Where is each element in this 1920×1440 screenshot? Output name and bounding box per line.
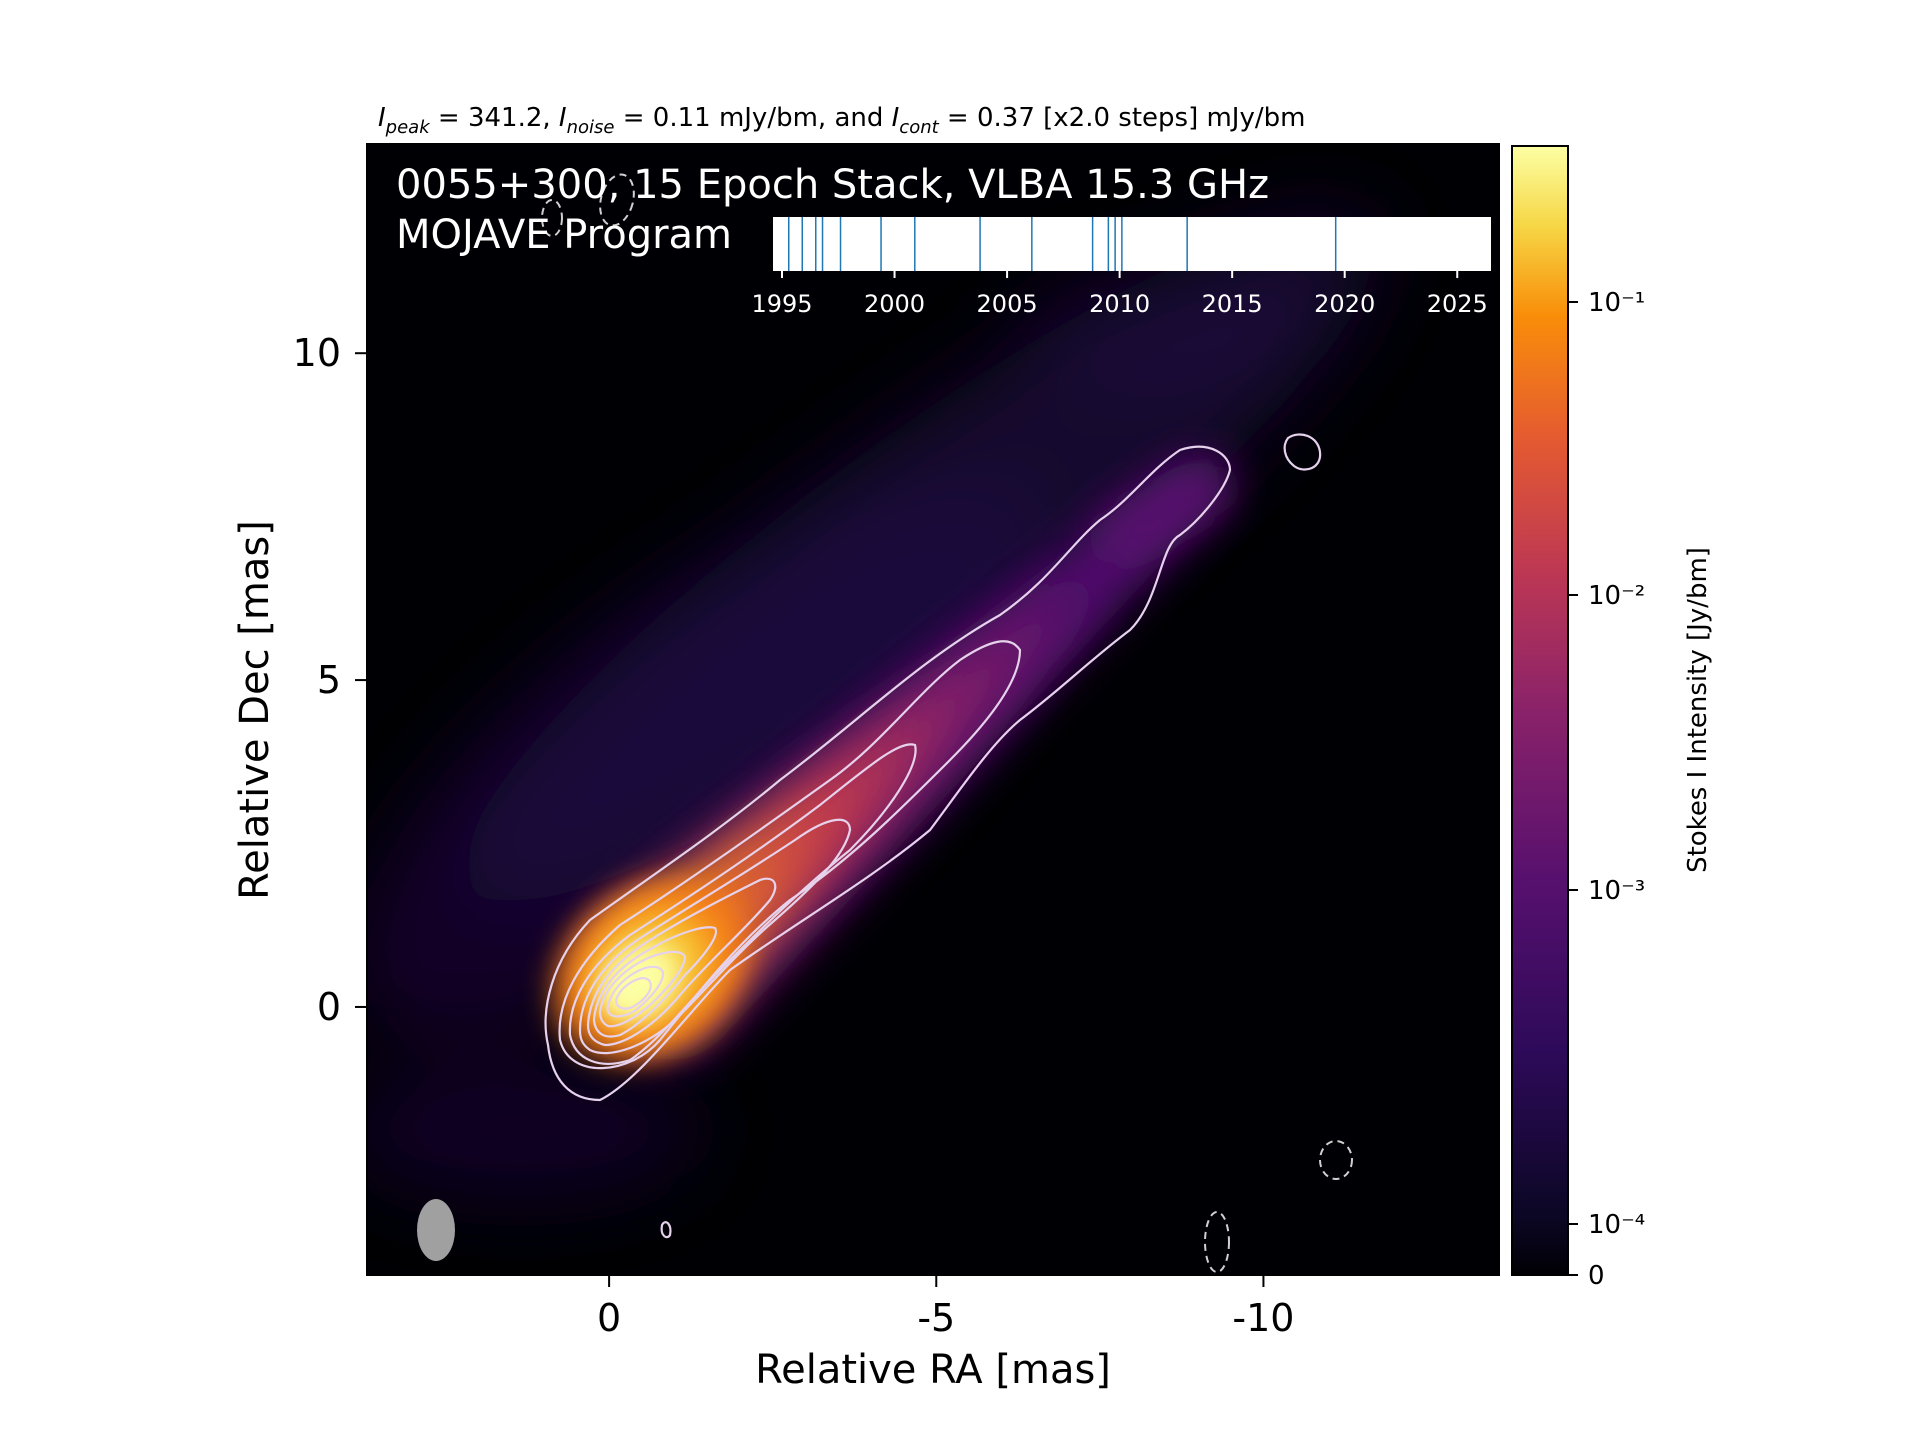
epoch-tick-label: 2015 [1202, 290, 1263, 318]
colorbar-tick-label: 10⁻² [1588, 581, 1645, 611]
plot-frame [366, 143, 1500, 1276]
colorbar-tick-label: 10⁻³ [1588, 876, 1645, 906]
map-subtitle: MOJAVE Program [396, 212, 732, 258]
epoch-tick-label: 1995 [751, 290, 812, 318]
y-tick-label: 10 [293, 331, 341, 375]
contour-level-5 [586, 877, 777, 1047]
colorbar-tick-label: 10⁻¹ [1588, 288, 1645, 318]
epoch-timeline: 1995 2000 2005 2010 2015 2020 2025 [751, 217, 1491, 318]
map-title: 0055+300, 15 Epoch Stack, VLBA 15.3 GHz [396, 162, 1269, 208]
negative-contours [541, 173, 1353, 1273]
epoch-tick-label: 2020 [1314, 290, 1375, 318]
colorbar-tick-label: 0 [1588, 1261, 1605, 1291]
beam-ellipse [417, 1199, 455, 1261]
contour-level-8 [606, 965, 665, 1018]
x-tick-label: -10 [1232, 1296, 1294, 1340]
colorbar-gradient [1511, 145, 1569, 1276]
x-tick-label: -5 [917, 1296, 955, 1340]
colorbar: 0 10⁻⁴ 10⁻³ 10⁻² 10⁻¹ Stokes I Intensity [Jy… [1511, 145, 1713, 1291]
x-axis-ticks: 0 -5 -10 [597, 1275, 1294, 1340]
y-axis-ticks: 0 5 10 [293, 331, 367, 1029]
colorbar-tick-label: 10⁻⁴ [1588, 1210, 1645, 1240]
contour-island-small [660, 1221, 672, 1239]
colorbar-label: Stokes I Intensity [Jy/bm] [1683, 547, 1713, 873]
contour-level-4 [578, 818, 852, 1055]
x-axis-label: Relative RA [mas] [755, 1347, 1111, 1393]
contour-level-1 [544, 445, 1232, 1102]
epoch-ticks: 1995 2000 2005 2010 2015 2020 2025 [751, 271, 1488, 318]
y-axis-label: Relative Dec [mas] [232, 520, 278, 900]
contour-level-7 [598, 950, 687, 1028]
contour-level-9 [614, 976, 652, 1010]
y-tick-label: 0 [317, 985, 341, 1029]
epoch-timeline-box [773, 217, 1491, 271]
intensity-map: 0055+300, 15 Epoch Stack, VLBA 15.3 GHz … [367, 144, 1499, 1275]
epoch-tick-label: 2000 [864, 290, 925, 318]
diffuse-emission [367, 216, 1379, 1200]
colorbar-ticks: 0 10⁻⁴ 10⁻³ 10⁻² 10⁻¹ [1568, 288, 1645, 1291]
epoch-tick-label: 2005 [977, 290, 1038, 318]
contour-island [1283, 433, 1322, 471]
contour-level-3 [568, 743, 917, 1065]
epoch-tick-label: 2010 [1089, 290, 1150, 318]
contours [544, 433, 1322, 1239]
epoch-tick-label: 2025 [1427, 290, 1488, 318]
y-tick-label: 5 [317, 658, 341, 702]
contour-level-6 [592, 926, 718, 1038]
x-tick-label: 0 [597, 1296, 621, 1340]
epoch-lines [788, 217, 1337, 271]
header-stats: Ipeak = 341.2, Inoise = 0.11 mJy/bm, and… [378, 103, 1305, 138]
